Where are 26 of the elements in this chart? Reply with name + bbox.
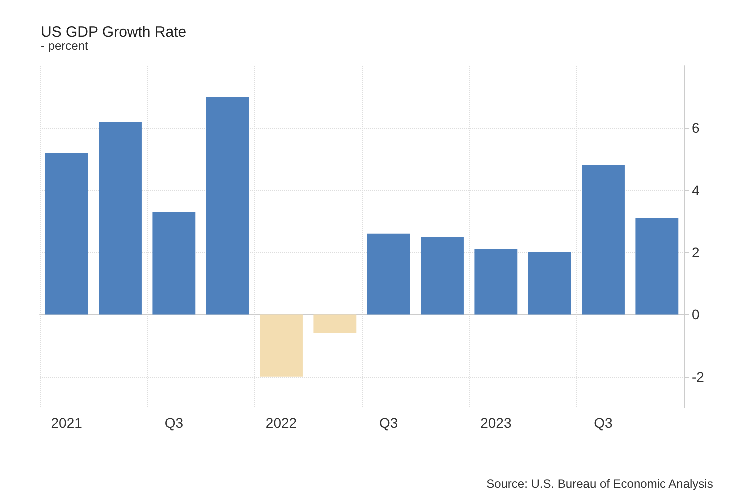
x-tick-label: 2023 — [480, 415, 512, 431]
bar — [636, 218, 679, 315]
bar — [582, 165, 625, 315]
x-tick-label: Q3 — [164, 415, 184, 431]
bar — [152, 212, 196, 315]
y-tick-label: -2 — [692, 368, 705, 385]
bar — [45, 153, 88, 315]
source-note: Source: U.S. Bureau of Economic Analysis — [486, 477, 714, 491]
chart-title: US GDP Growth Rate — [41, 24, 187, 41]
bar — [528, 252, 572, 315]
bar — [474, 249, 518, 315]
y-tick-label: 4 — [692, 182, 700, 198]
x-tick-label: Q3 — [379, 415, 398, 431]
bar — [260, 314, 303, 377]
y-tick-label: 6 — [692, 120, 700, 136]
x-tick-label: Q3 — [594, 415, 614, 431]
bar — [314, 314, 357, 334]
bar — [99, 122, 142, 315]
bar — [206, 97, 250, 315]
bar — [367, 234, 410, 315]
y-tick-label: 0 — [692, 306, 700, 323]
x-tick-label: 2022 — [266, 415, 298, 431]
x-tick-label: 2021 — [51, 415, 83, 431]
chart-subtitle: - percent — [41, 39, 90, 53]
bar — [421, 237, 464, 315]
y-tick-label: 2 — [692, 244, 700, 261]
